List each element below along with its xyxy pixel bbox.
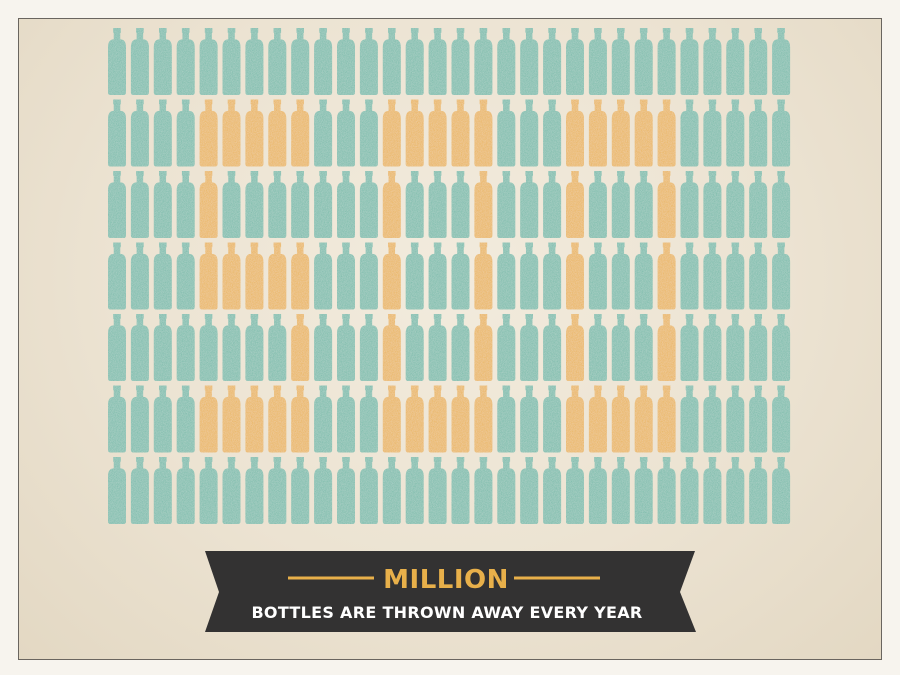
infographic-frame (18, 18, 882, 660)
